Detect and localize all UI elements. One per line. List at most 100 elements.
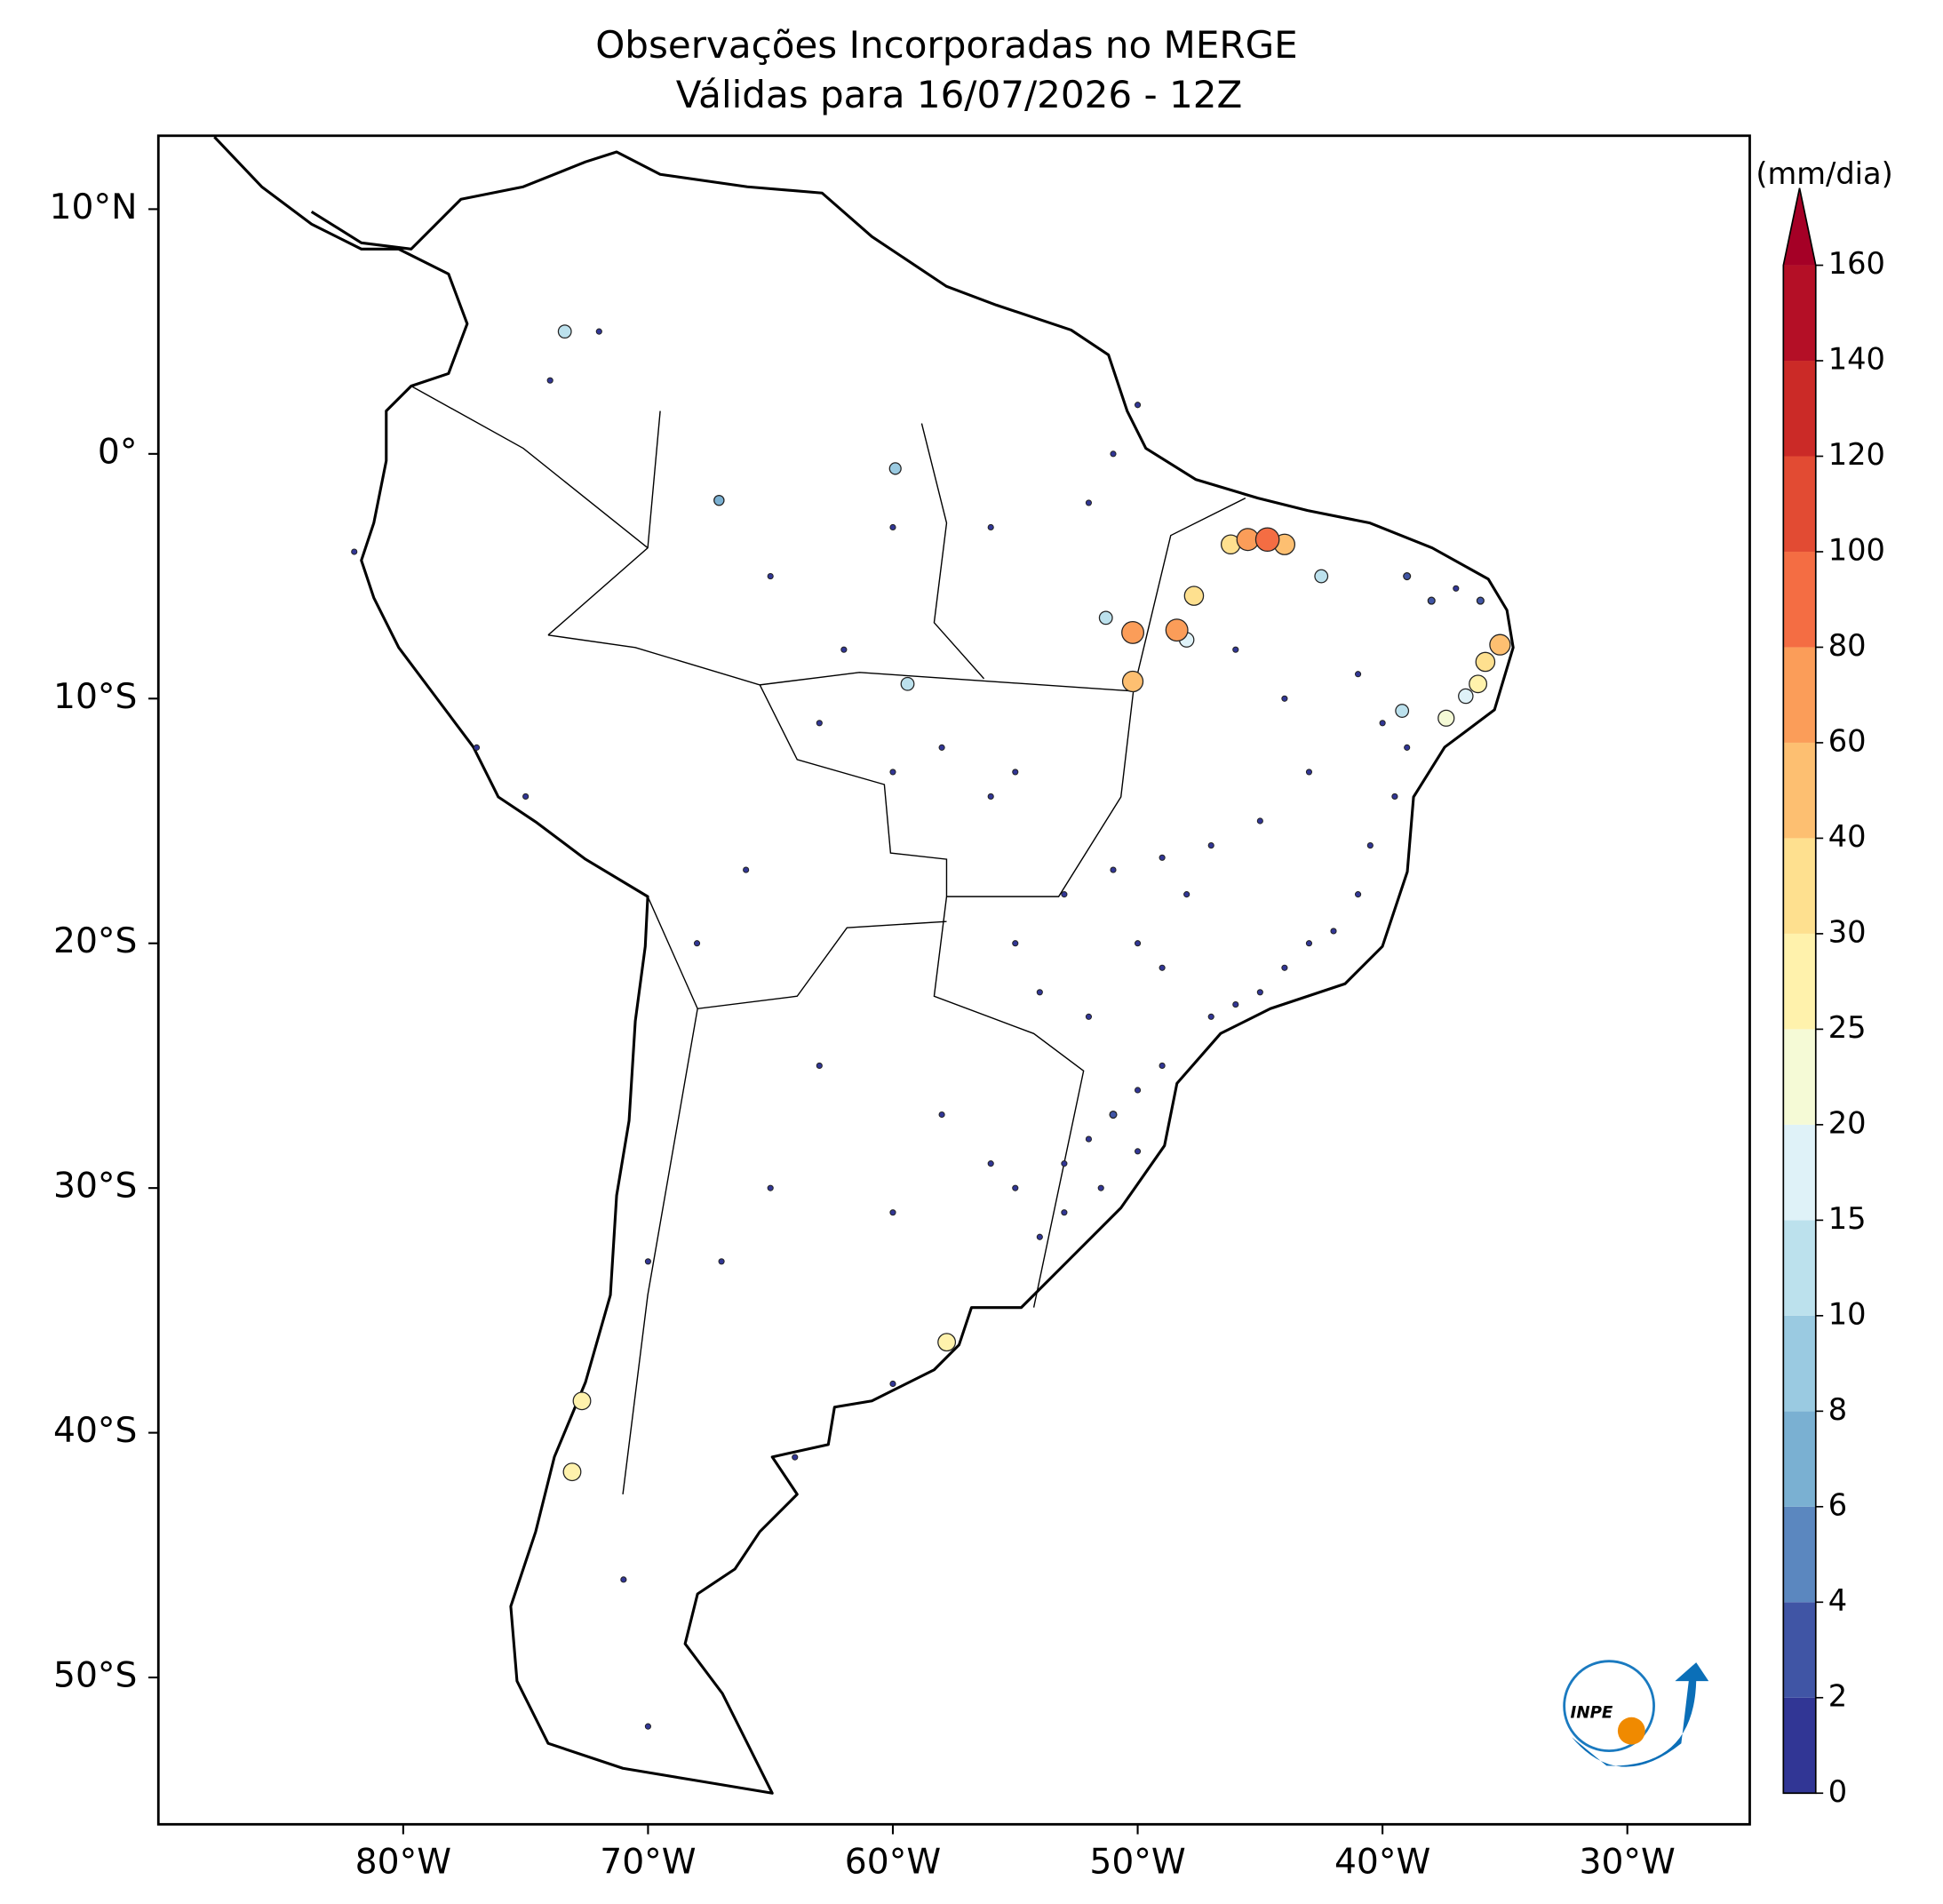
station	[1134, 1148, 1142, 1155]
station	[1134, 940, 1142, 947]
colorbar-bin	[1783, 1411, 1816, 1507]
station	[1305, 769, 1313, 776]
station	[1134, 402, 1142, 409]
colorbar-tick-label: 20	[1828, 1105, 1867, 1140]
logo-text: INPE	[1571, 1704, 1613, 1723]
station	[889, 523, 896, 531]
station	[1437, 709, 1455, 727]
station	[987, 793, 994, 801]
station	[987, 1160, 994, 1167]
station	[1256, 817, 1263, 825]
station	[1012, 1184, 1019, 1191]
colorbar-tick-label: 100	[1828, 532, 1885, 567]
station	[557, 324, 572, 339]
x-tick-label: 80°W	[355, 1843, 451, 1883]
station	[1159, 964, 1166, 971]
station	[1469, 674, 1488, 694]
station	[743, 866, 750, 873]
colorbar-extend	[1783, 187, 1816, 266]
land	[213, 136, 1515, 1795]
x-tick-label: 60°W	[845, 1843, 941, 1883]
colorbar-tick-label: 80	[1828, 628, 1867, 663]
station	[1061, 1160, 1068, 1167]
station	[767, 1184, 774, 1191]
y-tick-label: 30°S	[53, 1167, 137, 1207]
y-tick-label: 20°S	[53, 921, 137, 961]
station	[546, 377, 553, 384]
colorbar-tick-label: 4	[1828, 1583, 1847, 1618]
station	[572, 1391, 592, 1411]
station	[1134, 1087, 1142, 1094]
station	[1403, 572, 1412, 581]
y-tick-label: 40°S	[53, 1411, 137, 1451]
station	[562, 1462, 582, 1482]
logo-arrow	[1572, 1662, 1709, 1767]
station	[1085, 499, 1093, 506]
colorbar-bin	[1783, 456, 1816, 552]
colorbar-bin	[1783, 361, 1816, 457]
station	[1159, 854, 1166, 861]
colorbar-tick-label: 140	[1828, 342, 1885, 377]
station	[938, 1111, 945, 1119]
map-title: Observações Incorporadas no MERGE	[595, 23, 1298, 67]
station	[644, 1258, 651, 1265]
colorbar-bin	[1783, 647, 1816, 743]
inpe-logo: INPE	[1563, 1660, 1709, 1767]
station	[1121, 620, 1145, 644]
colorbar-label: (mm/dia)	[1756, 156, 1892, 191]
colorbar-tick-label: 8	[1828, 1392, 1847, 1427]
station	[620, 1576, 627, 1583]
station	[1061, 1209, 1068, 1216]
station	[888, 462, 902, 475]
station	[1183, 586, 1205, 606]
x-tick-label: 50°W	[1089, 1843, 1185, 1883]
station	[1453, 585, 1460, 592]
colorbar-tick-label: 40	[1828, 819, 1867, 854]
station	[938, 744, 945, 751]
colorbar-bin	[1783, 1220, 1816, 1316]
station	[889, 769, 896, 776]
colorbar-bin	[1783, 1602, 1816, 1698]
station	[889, 1209, 896, 1216]
station	[1012, 940, 1019, 947]
station	[1305, 940, 1313, 947]
colorbar-tick-label: 60	[1828, 723, 1867, 758]
station	[644, 1723, 651, 1730]
colorbar-tick-label: 25	[1828, 1010, 1867, 1045]
border	[410, 385, 1246, 1494]
station	[1281, 964, 1288, 971]
map-frame	[156, 134, 1751, 1826]
station	[1232, 646, 1239, 653]
station	[1098, 610, 1113, 625]
station	[1085, 1135, 1093, 1143]
station	[1366, 841, 1374, 849]
colorbar-bin	[1783, 742, 1816, 839]
station	[840, 646, 848, 653]
station	[1427, 596, 1436, 605]
colorbar-bin	[1783, 551, 1816, 648]
station	[1085, 1013, 1093, 1020]
colorbar-bin	[1783, 1315, 1816, 1412]
x-tick-label: 70°W	[600, 1843, 696, 1883]
station	[1036, 989, 1043, 996]
x-tick-label: 40°W	[1334, 1843, 1430, 1883]
station	[595, 328, 602, 335]
y-tick-label: 50°S	[53, 1656, 137, 1696]
station	[1458, 688, 1474, 705]
station	[718, 1258, 725, 1265]
station	[1354, 891, 1362, 898]
station	[1254, 527, 1280, 553]
station	[816, 720, 823, 727]
x-tick-label: 30°W	[1580, 1843, 1676, 1883]
station	[1121, 670, 1144, 693]
station	[1281, 695, 1288, 702]
colorbar-bin	[1783, 1029, 1816, 1125]
station	[987, 523, 994, 531]
colorbar-tick-label: 30	[1828, 914, 1867, 949]
station	[1391, 793, 1398, 801]
colorbar-tick-label: 15	[1828, 1201, 1867, 1236]
station	[1489, 633, 1511, 656]
